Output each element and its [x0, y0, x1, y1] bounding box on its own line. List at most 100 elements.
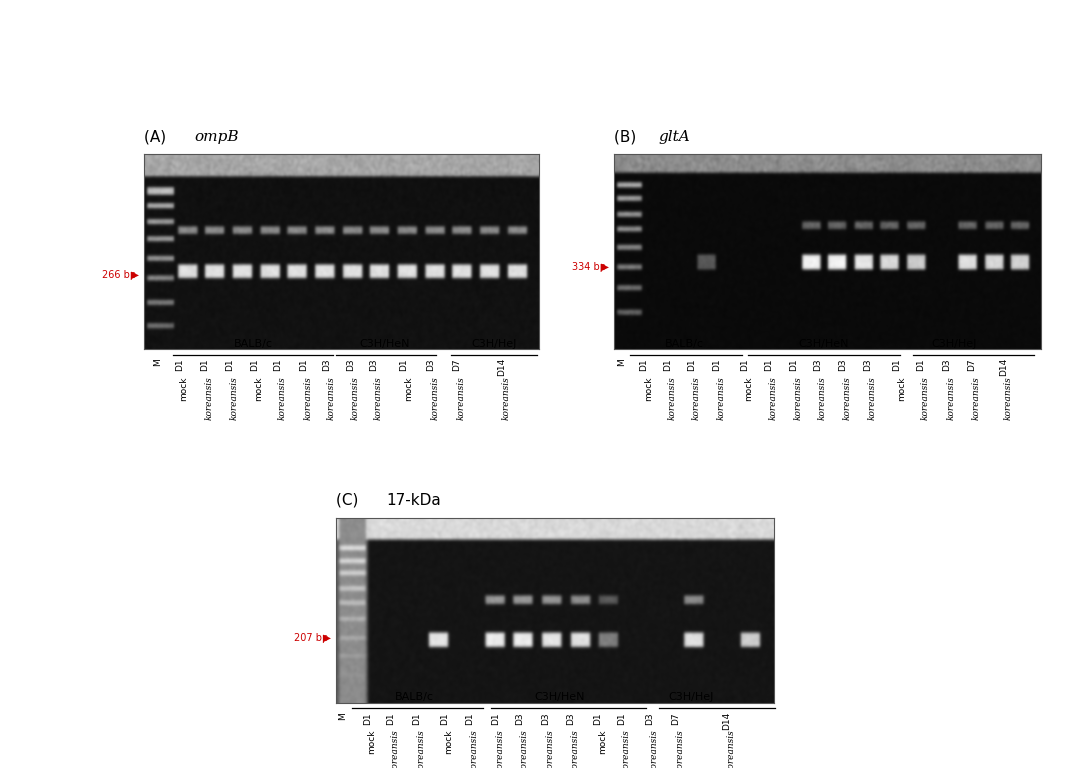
Text: D1: D1	[617, 712, 626, 724]
Text: mock: mock	[897, 376, 906, 401]
Text: koreansis: koreansis	[649, 730, 658, 768]
Text: mock: mock	[744, 376, 753, 401]
Text: M: M	[617, 358, 626, 366]
Text: koreansis: koreansis	[430, 376, 439, 420]
Text: koreansis: koreansis	[726, 730, 735, 768]
Text: koreansis: koreansis	[391, 730, 399, 768]
Text: koreansis: koreansis	[921, 376, 929, 420]
Text: 207 bp: 207 bp	[294, 633, 328, 644]
Text: koreansis: koreansis	[1004, 376, 1012, 420]
Text: mock: mock	[598, 730, 607, 754]
Text: koreansis: koreansis	[972, 376, 980, 420]
Text: D1: D1	[412, 712, 421, 724]
Text: D1: D1	[399, 358, 408, 370]
Text: koreansis: koreansis	[676, 730, 685, 768]
Text: D7: D7	[968, 358, 976, 370]
Text: C3H/HeN: C3H/HeN	[359, 339, 410, 349]
Text: koreansis: koreansis	[496, 730, 504, 768]
Text: D1: D1	[640, 358, 648, 370]
Text: (B): (B)	[614, 129, 641, 144]
Text: mock: mock	[444, 730, 453, 754]
Text: D1: D1	[273, 358, 282, 370]
Text: koreansis: koreansis	[717, 376, 725, 420]
Text: D1: D1	[299, 358, 308, 370]
Text: D1: D1	[893, 358, 901, 370]
Text: D3: D3	[838, 358, 847, 370]
Text: C3H/HeJ: C3H/HeJ	[472, 339, 517, 349]
Text: (C): (C)	[336, 492, 364, 508]
Text: D3: D3	[863, 358, 871, 370]
Text: koreansis: koreansis	[520, 730, 529, 768]
Text: koreansis: koreansis	[350, 376, 359, 420]
Text: koreansis: koreansis	[303, 376, 312, 420]
Text: koreansis: koreansis	[205, 376, 214, 420]
Text: D1: D1	[250, 358, 258, 370]
Text: koreansis: koreansis	[546, 730, 554, 768]
Text: koreansis: koreansis	[794, 376, 802, 420]
Text: koreansis: koreansis	[843, 376, 851, 420]
Text: D3: D3	[942, 358, 951, 370]
Text: D1: D1	[712, 358, 721, 370]
Text: ▶: ▶	[131, 270, 139, 280]
Text: D3: D3	[370, 358, 378, 370]
Text: D1: D1	[789, 358, 798, 370]
Text: D1: D1	[688, 358, 696, 370]
Text: koreansis: koreansis	[457, 376, 466, 420]
Text: D1: D1	[594, 712, 602, 724]
Text: koreansis: koreansis	[327, 376, 335, 420]
Text: D1: D1	[466, 712, 474, 724]
Text: BALB/c: BALB/c	[665, 339, 704, 349]
Text: mock: mock	[254, 376, 263, 401]
Text: ▶: ▶	[324, 633, 331, 644]
Text: D3: D3	[645, 712, 654, 724]
Text: D1: D1	[175, 358, 184, 370]
Text: 17-kDa: 17-kDa	[387, 492, 441, 508]
Text: D1: D1	[363, 712, 372, 724]
Text: koreansis: koreansis	[470, 730, 478, 768]
Text: koreansis: koreansis	[692, 376, 701, 420]
Text: koreansis: koreansis	[946, 376, 955, 420]
Text: D3: D3	[323, 358, 331, 370]
Text: ▶: ▶	[601, 262, 609, 272]
Text: D1: D1	[225, 358, 234, 370]
Text: mock: mock	[404, 376, 412, 401]
Text: D7: D7	[672, 712, 680, 724]
Text: BALB/c: BALB/c	[234, 339, 272, 349]
Text: D3: D3	[346, 358, 355, 370]
Text: koreansis: koreansis	[374, 376, 382, 420]
Text: koreansis: koreansis	[769, 376, 778, 420]
Text: BALB/c: BALB/c	[395, 692, 434, 702]
Text: D1: D1	[765, 358, 773, 370]
Text: D7: D7	[453, 358, 461, 370]
Text: D1: D1	[491, 712, 500, 724]
Text: D3: D3	[516, 712, 524, 724]
Text: gltA: gltA	[659, 131, 691, 144]
Text: D1: D1	[440, 712, 449, 724]
Text: ompB: ompB	[194, 131, 239, 144]
Text: D3: D3	[566, 712, 575, 724]
Text: D1: D1	[387, 712, 395, 724]
Text: koreansis: koreansis	[502, 376, 511, 420]
Text: D14: D14	[722, 712, 731, 730]
Text: D14: D14	[498, 358, 506, 376]
Text: D1: D1	[916, 358, 925, 370]
Text: C3H/HeJ: C3H/HeJ	[669, 692, 713, 702]
Text: koreansis: koreansis	[867, 376, 876, 420]
Text: mock: mock	[179, 376, 188, 401]
Text: M: M	[154, 358, 162, 366]
Text: koreansis: koreansis	[622, 730, 630, 768]
Text: D3: D3	[541, 712, 550, 724]
Text: C3H/HeN: C3H/HeN	[534, 692, 585, 702]
Text: koreansis: koreansis	[668, 376, 676, 420]
Text: D3: D3	[814, 358, 822, 370]
Text: koreansis: koreansis	[417, 730, 425, 768]
Text: (A): (A)	[144, 129, 171, 144]
Text: M: M	[339, 712, 347, 720]
Text: D3: D3	[426, 358, 435, 370]
Text: 266 bp: 266 bp	[101, 270, 136, 280]
Text: D1: D1	[201, 358, 209, 370]
Text: mock: mock	[367, 730, 376, 754]
Text: D1: D1	[740, 358, 749, 370]
Text: koreansis: koreansis	[570, 730, 579, 768]
Text: koreansis: koreansis	[230, 376, 238, 420]
